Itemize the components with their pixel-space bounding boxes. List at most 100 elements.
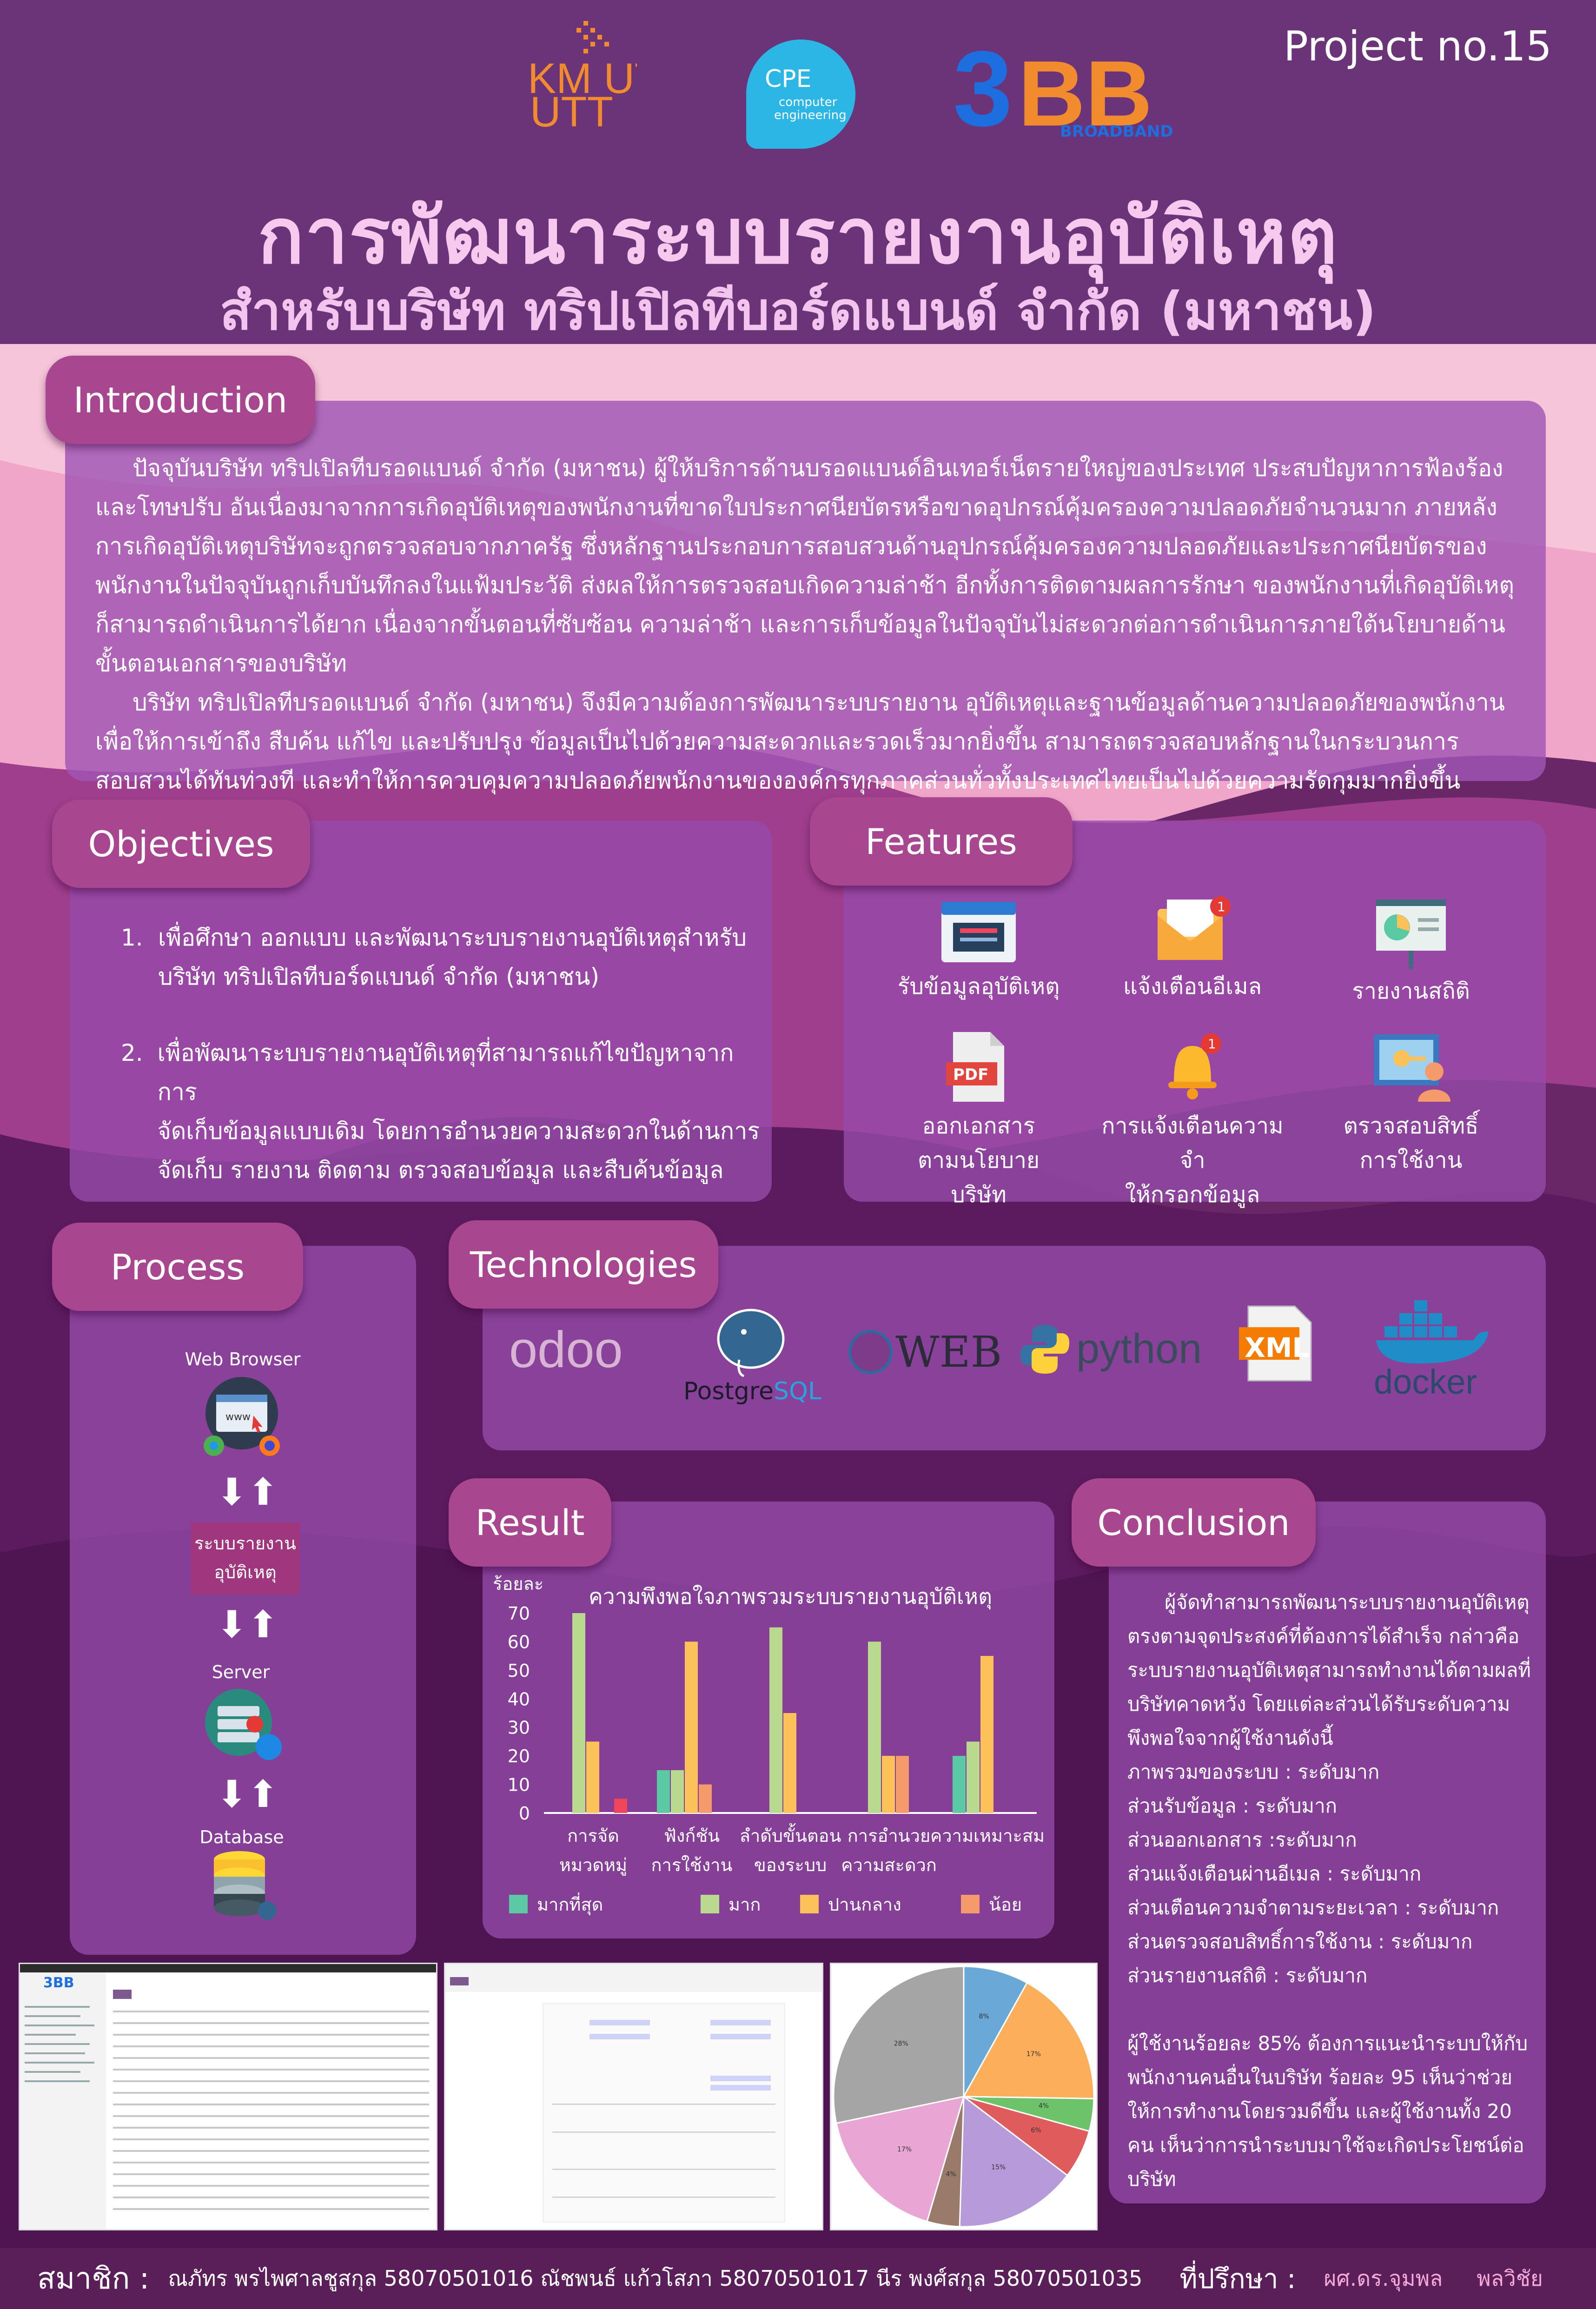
chart-bar [769,1627,782,1813]
feature-stats-report: รายงานสถิติ [1323,895,1499,1008]
chart-bar [572,1613,585,1813]
chart-xtick-label: หมวดหมู่ [559,1855,627,1876]
pie-slice-label: 4% [946,2170,956,2178]
conclusion-summary: ผู้ใช้งานร้อยละ 85% ต้องการแนะนำระบบให้ก… [1127,2032,1528,2190]
feature-label: การแจ้งเตือนความจำ [1101,1113,1284,1173]
chart-xtick-label: การจัด [567,1826,619,1846]
chart-ytick-label: 60 [508,1632,530,1652]
xml-text: XML [1245,1332,1310,1363]
chart-ytick-label: 20 [508,1746,530,1766]
badge-count: 1 [1208,1036,1216,1052]
chart-xtick-label: การใช้งาน [651,1855,733,1875]
objectives-heading: Objectives [52,800,310,888]
system-label: อุบัติเหตุ [214,1562,277,1582]
poster-subtitle: สำหรับบริษัท ทริปเปิลทีบอร์ดแบนด์ จำกัด … [219,281,1377,342]
advisor-text: ผศ.ดร.จุมพล พลวิชัย [1324,2265,1543,2291]
project-number: Project no.15 [1283,22,1552,70]
chart-ytick-label: 50 [508,1661,530,1681]
footer-bar: สมาชิก : ณภัทร พรไพศาลชูสกุล 58070501016… [0,2248,1596,2309]
chart-legend-swatch [800,1895,819,1913]
system-form-screenshot [444,1963,823,2230]
introduction-text: ปัจจุบันบริษัท ทริปเปิลทีบรอดแบนด์ จำกัด… [95,449,1518,800]
pie-slice-label: 4% [1039,2103,1049,2110]
conclusion-item: ส่วนออกเอกสาร :ระดับมาก [1127,1828,1357,1851]
chart-bar [657,1770,670,1813]
server-label: Server [212,1662,270,1682]
svg-text:BB: BB [1018,44,1152,142]
introduction-paragraph-2: บริษัท ทริปเปิลทีบรอดแบนด์ จำกัด (มหาชน)… [95,689,1505,794]
objective-line: เพื่อศึกษา ออกแบบ และพัฒนาระบบรายงานอุบั… [158,924,747,951]
advisor-label: ที่ปรึกษา : [1179,2263,1296,2295]
conclusion-panel [1109,1502,1546,2203]
chart-xtick-label: ของระบบ [754,1855,827,1875]
chart-xtick-label: ความสะดวก [841,1855,937,1875]
objective-item: 2. เพื่อพัฒนาระบบรายงานอุบัติเหตุที่สามา… [121,1033,762,1190]
qweb-text: WEB [895,1327,1002,1377]
pie-slice-label: 17% [897,2146,912,2153]
badge-count: 1 [1217,899,1225,914]
chart-legend-label: น้อย [989,1894,1022,1915]
feature-pdf-export: PDF ออกเอกสาร ตามนโยบายบริษัท [890,1030,1067,1212]
chart-bar [967,1741,980,1813]
chart-xtick-label: ลำดับขั้นตอน [740,1823,841,1846]
feature-label: ตรวจสอบสิทธิ์ [1343,1113,1479,1139]
objective-item: 1. เพื่อศึกษา ออกแบบ และพัฒนาระบบรายงานอ… [121,918,762,996]
pie-slice [963,1965,1028,2099]
feature-label: การใช้งาน [1359,1147,1463,1173]
chart-bar [896,1756,909,1813]
kmutt-logo-text-uut: UTT [530,88,613,136]
cpe-logo-sub1: computer [779,95,837,109]
cpe-logo-text: CPE [765,65,812,93]
chart-ytick-label: 0 [519,1803,530,1824]
feature-label: ตามนโยบายบริษัท [917,1147,1040,1208]
sync-arrows-icon: ⬇⬆ [216,1773,279,1816]
chart-bar [980,1656,993,1813]
pie-slice [835,2096,965,2223]
introduction-panel [65,401,1546,781]
postgresql-text: Postgre [683,1377,774,1405]
chart-legend-label: มาก [728,1894,761,1915]
chart-ytick-label: 10 [508,1775,530,1795]
chart-xtick-label: ฟังก์ชัน [664,1826,720,1846]
conclusion-item: ส่วนเตือนความจำตามระยะเวลา : ระดับมาก [1127,1896,1499,1919]
statistics-pie-screenshot: 8% 17% 4% 6% 15% 4% 17% 28% [830,1963,1098,2230]
web-browser-icon: www [200,1376,284,1460]
stats-board-icon [1376,900,1446,969]
objective-line: จัดเก็บ รายงาน ติดตาม ตรวจสอบข้อมูล และส… [157,1157,724,1184]
chart-ytick-label: 40 [508,1689,530,1709]
chart-xtick-label: ความเหมาะสม [930,1826,1045,1846]
satisfaction-bar-chart: ร้อยละ ความพึงพอใจภาพรวมระบบรายงานอุบัติเ… [493,1574,1045,1915]
chart-bar [586,1741,599,1813]
database-label: Database [199,1827,284,1847]
pie-slice [959,2095,1068,2228]
cpe-logo: CPE computer engineering [746,40,855,149]
www-text: www [225,1411,251,1423]
chart-legend-swatch [509,1895,528,1913]
feature-email-alert: 1 แจ้งเตือนอีเมล [1104,895,1281,1004]
email-alert-icon: 1 [1158,896,1231,960]
python-logo: python [1018,1323,1202,1376]
python-text: python [1076,1326,1202,1372]
pie-slice-label: 15% [991,2164,1006,2171]
chart-bar [685,1641,698,1813]
objective-line: บริษัท ทริปเปิลทีบอร์ดแบนด์ จำกัด (มหาชน… [158,963,600,990]
chart-bar [671,1770,684,1813]
server-icon [204,1687,283,1762]
pie-slice [833,1965,965,2124]
chart-bar [882,1756,895,1813]
system-list-screenshot: 3BB [19,1963,437,2230]
3bb-logo: 3 BB BROADBAND [953,29,1195,148]
result-heading: Result [449,1478,611,1567]
pie-slice-label: 6% [1031,2127,1041,2134]
svg-text:PDF: PDF [953,1065,988,1084]
database-icon [209,1848,279,1922]
chart-legend-swatch [701,1895,719,1913]
conclusion-text: ผู้จัดทำสามารถพัฒนาระบบรายงานอุบัติเหตุต… [1127,1585,1532,2196]
xml-logo: XML [1234,1302,1318,1385]
feature-access-check: ตรวจสอบสิทธิ์ การใช้งาน [1323,1030,1499,1178]
odoo-logo: odoo [509,1321,623,1378]
objective-line: เพื่อพัฒนาระบบรายงานอุบัติเหตุที่สามารถแ… [157,1039,734,1105]
qweb-logo: WEB [848,1327,1002,1377]
pie-slice-label: 17% [1026,2051,1041,2058]
feature-label: ให้กรอกข้อมูล [1125,1182,1260,1208]
